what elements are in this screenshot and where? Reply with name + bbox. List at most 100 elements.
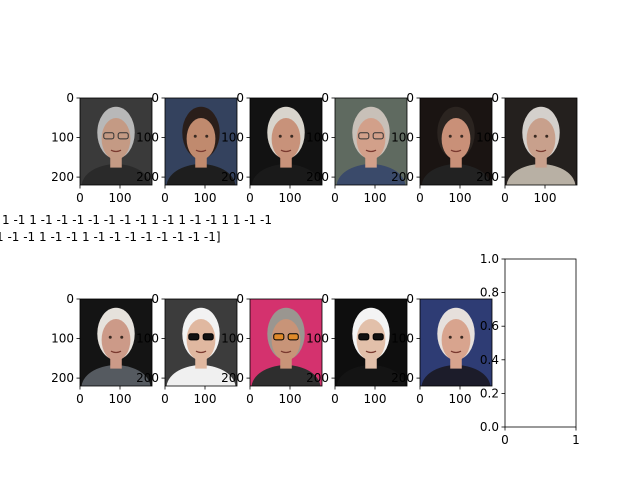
y-tick-label: 0 xyxy=(66,292,74,306)
y-tick-label: 100 xyxy=(391,131,414,145)
x-tick-label: 100 xyxy=(194,191,217,205)
face-photo xyxy=(420,299,492,386)
y-tick-label: 0.4 xyxy=(480,353,499,367)
y-tick-label: 200 xyxy=(476,170,499,184)
x-tick-label: 0 xyxy=(416,191,424,205)
axes-frame xyxy=(504,97,578,186)
x-tick-label: 0 xyxy=(76,392,84,406)
face-photo xyxy=(165,299,237,386)
label-array-line-1: 1 -1 1 -1 -1 -1 -1 -1 -1 -1 1 -1 1 -1 -1… xyxy=(2,213,272,227)
x-tick-label: 0 xyxy=(246,191,254,205)
y-tick-label: 200 xyxy=(51,170,74,184)
x-tick-label: 100 xyxy=(109,191,132,205)
x-tick-label: 0 xyxy=(331,191,339,205)
axes-frame xyxy=(164,298,238,387)
x-tick-label: 0 xyxy=(246,392,254,406)
x-tick-label: 100 xyxy=(364,392,387,406)
y-tick-label: 200 xyxy=(306,170,329,184)
face-photo xyxy=(250,299,322,386)
axes-frame xyxy=(334,97,408,186)
y-tick-label: 200 xyxy=(391,170,414,184)
x-tick-label: 0 xyxy=(76,191,84,205)
x-tick-label: 100 xyxy=(534,191,557,205)
y-tick-label: 200 xyxy=(306,371,329,385)
label-array-line-2: 1 -1 -1 1 -1 -1 1 -1 -1 -1 -1 -1 -1 -1 -… xyxy=(0,230,221,244)
axes-frame xyxy=(419,97,493,186)
y-tick-label: 0.2 xyxy=(480,386,499,400)
x-tick-label: 0 xyxy=(161,392,169,406)
face-photo xyxy=(335,98,407,185)
x-tick-label: 0 xyxy=(331,392,339,406)
y-tick-label: 0 xyxy=(236,292,244,306)
x-tick-label: 100 xyxy=(279,191,302,205)
y-tick-label: 200 xyxy=(136,170,159,184)
y-tick-label: 0 xyxy=(151,91,159,105)
y-tick-label: 0 xyxy=(66,91,74,105)
x-tick-label: 0 xyxy=(501,433,509,447)
x-tick-label: 1 xyxy=(572,433,580,447)
x-tick-label: 100 xyxy=(194,392,217,406)
x-tick-label: 100 xyxy=(109,392,132,406)
x-tick-label: 100 xyxy=(279,392,302,406)
x-tick-label: 0 xyxy=(416,392,424,406)
axes-frame xyxy=(419,298,493,387)
axes-frame xyxy=(334,298,408,387)
y-tick-label: 100 xyxy=(51,332,74,346)
y-tick-label: 100 xyxy=(221,332,244,346)
y-tick-label: 100 xyxy=(51,131,74,145)
y-tick-label: 0 xyxy=(491,91,499,105)
axes-frame xyxy=(164,97,238,186)
x-tick-label: 0 xyxy=(501,191,509,205)
axes-frame xyxy=(79,97,153,186)
face-photo xyxy=(80,98,152,185)
face-photo xyxy=(250,98,322,185)
x-tick-label: 0 xyxy=(161,191,169,205)
y-tick-label: 200 xyxy=(51,371,74,385)
y-tick-label: 100 xyxy=(221,131,244,145)
y-tick-label: 0.8 xyxy=(480,286,499,300)
y-tick-label: 200 xyxy=(221,371,244,385)
axes-frame xyxy=(504,258,577,428)
y-tick-label: 200 xyxy=(221,170,244,184)
axes-frame xyxy=(79,298,153,387)
y-tick-label: 100 xyxy=(391,332,414,346)
face-photo xyxy=(505,98,577,185)
y-tick-label: 200 xyxy=(136,371,159,385)
y-tick-label: 0 xyxy=(406,292,414,306)
y-tick-label: 0 xyxy=(321,292,329,306)
face-photo xyxy=(80,299,152,386)
y-tick-label: 1.0 xyxy=(480,252,499,266)
axes-frame xyxy=(249,298,323,387)
y-tick-label: 0.6 xyxy=(480,319,499,333)
y-tick-label: 100 xyxy=(476,131,499,145)
y-tick-label: 0.0 xyxy=(480,420,499,434)
face-photo xyxy=(165,98,237,185)
face-photo xyxy=(335,299,407,386)
y-tick-label: 100 xyxy=(136,332,159,346)
y-tick-label: 0 xyxy=(406,91,414,105)
y-tick-label: 0 xyxy=(321,91,329,105)
y-tick-label: 100 xyxy=(306,332,329,346)
x-tick-label: 100 xyxy=(449,392,472,406)
y-tick-label: 0 xyxy=(151,292,159,306)
x-tick-label: 100 xyxy=(449,191,472,205)
x-tick-label: 100 xyxy=(364,191,387,205)
face-photo xyxy=(420,98,492,185)
y-tick-label: 0 xyxy=(236,91,244,105)
y-tick-label: 200 xyxy=(391,371,414,385)
axes-frame xyxy=(249,97,323,186)
empty-axes: 0.0 0.2 0.4 0.6 0.8 1.0 0 1 xyxy=(480,252,580,447)
